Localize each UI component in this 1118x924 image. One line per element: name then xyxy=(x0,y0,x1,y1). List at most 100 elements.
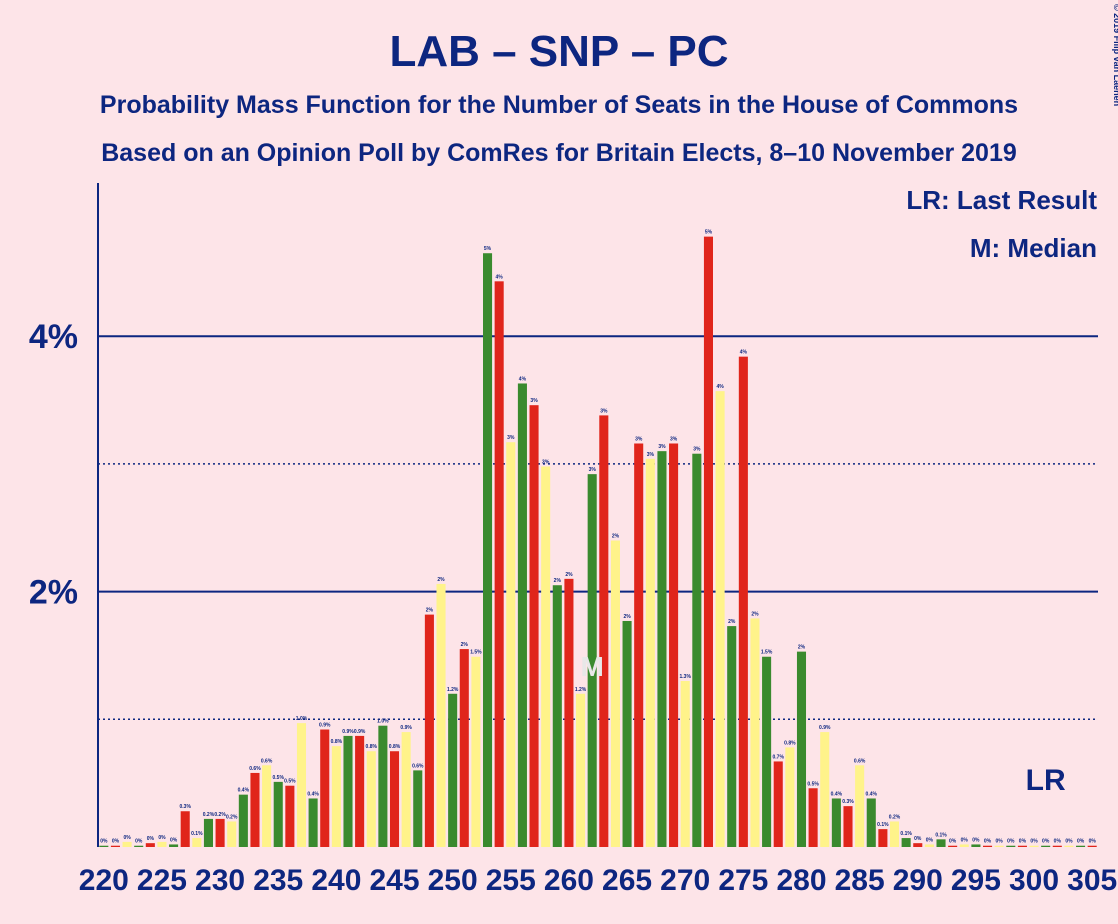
bar xyxy=(971,844,981,847)
value-label: 0% xyxy=(1089,839,1097,845)
bar xyxy=(773,761,783,847)
bar xyxy=(855,765,865,847)
value-label: 2% xyxy=(798,645,806,651)
bar xyxy=(134,845,144,847)
value-label: 0.8% xyxy=(366,744,378,750)
value-label: 0% xyxy=(100,839,108,845)
x-tick-label: 260 xyxy=(544,864,594,897)
bar xyxy=(343,735,353,847)
value-label: 0% xyxy=(914,836,922,842)
bar xyxy=(983,845,993,847)
bar xyxy=(238,794,248,847)
x-tick-label: 220 xyxy=(79,864,129,897)
bar xyxy=(296,723,307,847)
bar xyxy=(413,770,423,847)
bar xyxy=(424,614,434,847)
value-label: 0% xyxy=(926,837,934,843)
bar xyxy=(552,585,562,847)
bar xyxy=(203,818,213,847)
value-label: 0.4% xyxy=(238,788,250,794)
bar xyxy=(331,746,341,847)
bar xyxy=(924,844,934,847)
y-tick-label: 4% xyxy=(29,318,78,356)
value-label: 3% xyxy=(658,444,666,450)
value-label: 0.2% xyxy=(214,812,226,818)
value-label: 3% xyxy=(542,459,550,465)
value-label: 2% xyxy=(751,611,759,617)
value-label: 2% xyxy=(437,577,445,583)
x-tick-label: 305 xyxy=(1067,864,1117,897)
bar xyxy=(727,626,737,847)
bar xyxy=(576,693,586,847)
value-label: 0% xyxy=(1054,839,1062,845)
value-label: 0.3% xyxy=(842,799,854,805)
value-label: 0.9% xyxy=(342,729,354,735)
bar xyxy=(959,844,969,847)
value-label: 1.5% xyxy=(761,650,773,656)
value-label: 0.5% xyxy=(273,775,285,781)
bar xyxy=(680,681,690,847)
bar xyxy=(1087,845,1097,847)
bar xyxy=(831,798,841,847)
value-label: 0.7% xyxy=(773,754,785,760)
chart-subtitle: Based on an Opinion Poll by ComRes for B… xyxy=(101,139,1017,167)
value-label: 1.5% xyxy=(470,650,482,656)
value-label: 2% xyxy=(565,572,573,578)
x-tick-label: 240 xyxy=(311,864,361,897)
bar xyxy=(494,281,504,847)
value-label: 1.2% xyxy=(447,687,459,693)
bar xyxy=(308,798,318,847)
bar xyxy=(889,821,900,847)
bar xyxy=(820,732,830,847)
value-label: 3% xyxy=(600,408,608,414)
y-tick-label: 2% xyxy=(29,574,78,612)
bar xyxy=(250,772,260,847)
bar xyxy=(808,788,818,847)
legend-entry: LR: Last Result xyxy=(906,185,1097,215)
value-label: 3% xyxy=(670,436,678,442)
value-label: 0% xyxy=(1042,839,1050,845)
value-label: 0.6% xyxy=(249,766,261,772)
value-label: 5% xyxy=(705,230,713,236)
value-label: 1.0% xyxy=(377,719,389,725)
median-marker: M xyxy=(581,651,604,682)
bar xyxy=(936,839,946,847)
bar xyxy=(878,829,888,847)
bar xyxy=(564,578,574,847)
value-label: 2% xyxy=(554,578,562,584)
bar xyxy=(389,751,400,847)
bar xyxy=(901,838,911,847)
bar xyxy=(169,844,179,847)
bar xyxy=(517,383,527,847)
x-tick-label: 250 xyxy=(428,864,478,897)
bar xyxy=(622,620,632,847)
bar xyxy=(599,415,609,847)
bar xyxy=(401,732,411,847)
bar xyxy=(99,845,109,847)
value-label: 4% xyxy=(716,384,724,390)
bar xyxy=(506,442,516,847)
x-tick-label: 270 xyxy=(660,864,710,897)
x-tick-label: 265 xyxy=(602,864,652,897)
value-label: 0.8% xyxy=(389,744,401,750)
value-label: 4% xyxy=(519,376,527,382)
value-label: 1.0% xyxy=(296,716,308,722)
bar xyxy=(320,729,330,847)
value-label: 0% xyxy=(170,837,178,843)
bar xyxy=(692,453,702,847)
value-label: 4% xyxy=(496,274,504,280)
bar xyxy=(192,838,202,847)
x-tick-label: 285 xyxy=(835,864,885,897)
bar xyxy=(669,443,679,847)
x-tick-label: 280 xyxy=(776,864,826,897)
value-label: 0% xyxy=(123,835,131,841)
value-label: 0.9% xyxy=(354,729,366,735)
value-label: 0.4% xyxy=(866,791,878,797)
x-tick-label: 225 xyxy=(137,864,187,897)
x-tick-label: 235 xyxy=(253,864,303,897)
bar xyxy=(145,843,155,847)
value-label: 0.5% xyxy=(284,779,296,785)
chart-title: LAB – SNP – PC xyxy=(389,27,728,76)
value-label: 0.6% xyxy=(261,758,273,764)
value-label: 0.6% xyxy=(854,758,866,764)
